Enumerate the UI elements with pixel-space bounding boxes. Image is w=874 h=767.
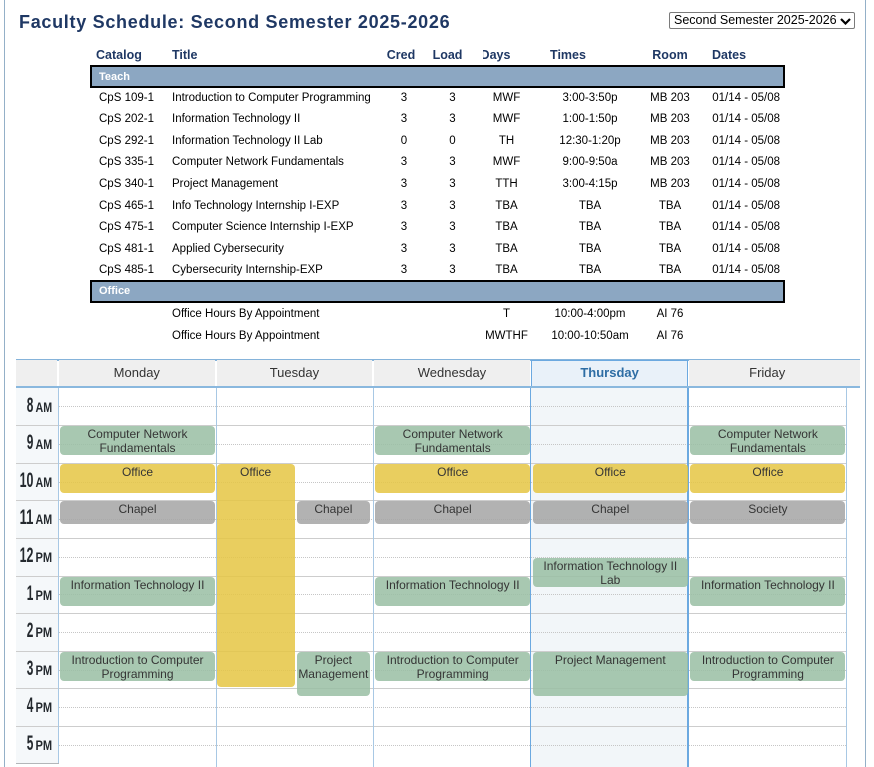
svg-text:8: 8 — [27, 394, 34, 417]
svg-text:10: 10 — [20, 469, 34, 492]
svg-text:9: 9 — [27, 431, 34, 454]
svg-text:PM: PM — [36, 700, 53, 715]
svg-text:AM: AM — [36, 437, 53, 452]
svg-text:AM: AM — [36, 475, 53, 490]
svg-text:PM: PM — [36, 663, 53, 678]
svg-text:1: 1 — [27, 582, 34, 605]
svg-text:PM: PM — [36, 625, 53, 640]
svg-text:2: 2 — [27, 619, 34, 642]
svg-text:3: 3 — [27, 657, 34, 680]
svg-text:4: 4 — [27, 694, 34, 717]
svg-text:PM: PM — [36, 588, 53, 603]
svg-text:PM: PM — [36, 550, 53, 565]
svg-text:12: 12 — [20, 544, 34, 567]
svg-text:AM: AM — [36, 512, 53, 527]
svg-text:AM: AM — [36, 400, 53, 415]
svg-text:11: 11 — [20, 506, 34, 529]
svg-text:5: 5 — [27, 732, 34, 755]
svg-text:PM: PM — [36, 738, 53, 753]
